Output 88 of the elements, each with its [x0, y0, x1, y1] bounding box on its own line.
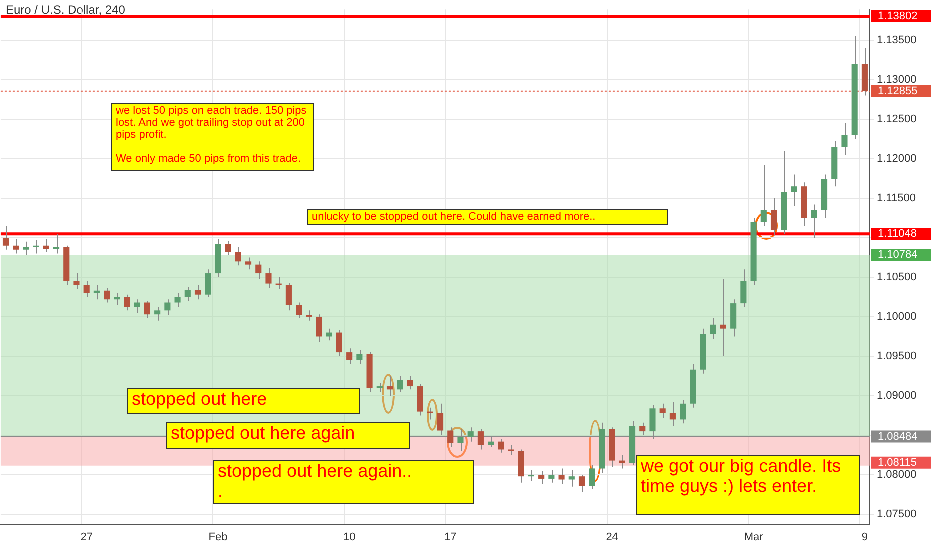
candlestick [538, 470, 545, 485]
x-tick-label: Feb [208, 531, 228, 544]
ref-line-label: 1.12855 [878, 85, 918, 98]
text-box: unlucky to be stopped out here. Could have earned more.. [307, 209, 668, 226]
y-tick-label: 1.12000 [877, 152, 917, 165]
candlestick [84, 280, 90, 298]
candlestick [680, 399, 686, 424]
y-tick-label: 1.13000 [877, 74, 917, 86]
candlestick [144, 300, 151, 320]
y-tick-label: 1.08000 [877, 469, 917, 482]
candlestick [296, 302, 302, 320]
x-tick-label: 27 [80, 531, 93, 544]
candlestick [104, 288, 110, 304]
candlestick [548, 470, 555, 484]
candlestick [33, 240, 40, 254]
candlestick [74, 273, 80, 290]
candlestick [286, 282, 292, 312]
candlestick [386, 376, 394, 396]
candlestick [316, 314, 322, 343]
ref-line-label: 1.08484 [878, 430, 918, 443]
candlestick [427, 407, 434, 420]
y-tick-label: 1.09000 [877, 390, 917, 402]
y-tick-label: 1.11500 [877, 192, 916, 204]
ref-line-label: 1.13802 [878, 10, 918, 23]
candlestick [568, 470, 575, 488]
text-box: stopped out here again [166, 422, 410, 449]
candlestick [670, 402, 676, 427]
x-tick-label: Mar [744, 531, 764, 544]
candlestick [114, 292, 120, 306]
text-box: we got our big candle. Its time guys :) lets enter. [636, 455, 860, 515]
candlestick [760, 164, 767, 227]
candlestick [184, 286, 191, 302]
y-tick-label: 1.10000 [877, 311, 917, 324]
candlestick [174, 292, 181, 308]
x-tick-label: 24 [606, 531, 618, 544]
band-label: 1.10784 [878, 249, 918, 262]
candlestick [498, 438, 504, 454]
ref-line-label: 1.11048 [878, 228, 917, 240]
candlestick [508, 444, 514, 456]
candlestick [164, 299, 171, 316]
candlestick [397, 376, 404, 393]
candlestick [245, 257, 252, 270]
candlestick [740, 269, 747, 308]
text-box: stopped out here [127, 388, 360, 414]
y-tick-label: 1.13500 [877, 34, 917, 46]
band-label: 1.08115 [878, 456, 917, 469]
candlestick [770, 198, 778, 236]
candlestick [842, 122, 848, 156]
candlestick [336, 330, 343, 357]
candlestick [225, 240, 232, 256]
candlestick [306, 310, 312, 322]
candlestick [43, 239, 50, 253]
candlestick [558, 468, 565, 485]
chart-title: Euro / U.S. Dollar, 240 [6, 3, 126, 17]
candlestick [13, 239, 20, 254]
x-tick-label: 10 [343, 531, 356, 544]
candlestick [346, 348, 353, 365]
x-tick-label: 9 [862, 531, 868, 544]
x-tick-label: 17 [444, 531, 457, 544]
candlestick [407, 376, 414, 390]
y-tick-label: 1.12500 [877, 113, 917, 126]
y-tick-label: 1.09500 [877, 350, 917, 363]
text-box: stopped out here again.. . [213, 460, 474, 504]
candlestick [589, 465, 596, 490]
candlestick [94, 284, 100, 300]
candlestick [578, 474, 586, 493]
text-box: we lost 50 pips on each trade. 150 pips lost. And we got trailing stop out at 200 pips profit. We only made 50 pips from this trade. [111, 103, 314, 171]
candlestick [276, 276, 282, 290]
y-tick-label: 1.07500 [877, 508, 917, 521]
candlestick [528, 470, 535, 482]
candlestick [660, 403, 666, 419]
candlestick [124, 294, 130, 312]
candlestick [356, 350, 363, 365]
candlestick [266, 267, 272, 290]
candlestick [811, 204, 818, 238]
candlestick [205, 269, 212, 298]
candlestick [720, 278, 727, 357]
candlestick [2, 226, 10, 250]
candlestick [710, 318, 716, 340]
y-tick-label: 1.10500 [877, 272, 917, 284]
candlestick [791, 174, 798, 207]
candlestick [23, 241, 30, 256]
candlestick [53, 234, 60, 254]
candlestick [235, 246, 242, 266]
candlestick [256, 261, 262, 280]
candlestick [134, 299, 140, 314]
candlestick [194, 284, 202, 300]
candlestick [154, 307, 161, 322]
